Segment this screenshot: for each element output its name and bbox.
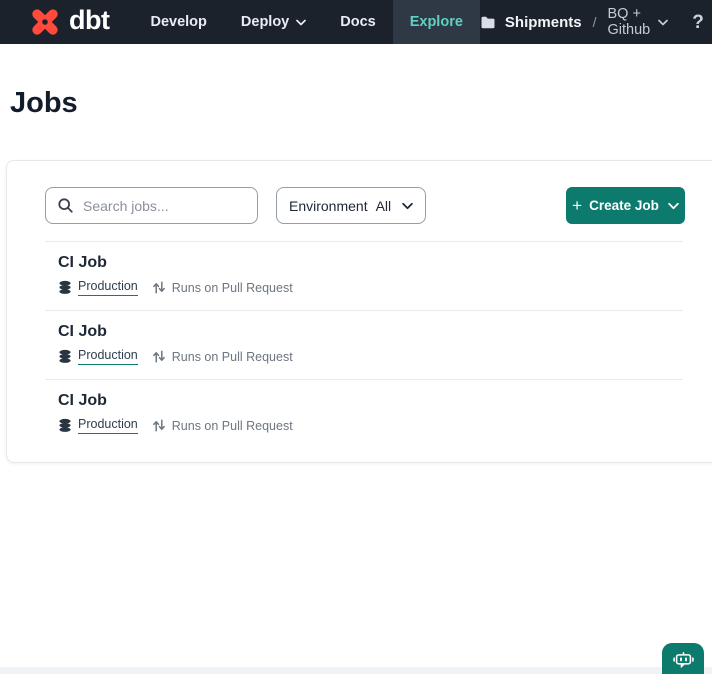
job-title: CI Job	[58, 254, 107, 271]
environment-selector-label: BQ + Github	[607, 6, 651, 38]
nav-item-label: Explore	[409, 14, 463, 30]
search-input[interactable]	[83, 197, 247, 214]
nav-item-develop[interactable]: Develop	[133, 0, 223, 44]
pull-request-icon	[152, 281, 165, 294]
nav-item-label: Develop	[150, 14, 207, 30]
robot-chat-icon	[672, 651, 694, 668]
brand-text: dbt	[69, 5, 110, 35]
environment-filter-dropdown[interactable]: Environment All	[276, 187, 426, 224]
job-trigger-text: Runs on Pull Request	[171, 418, 293, 433]
pull-request-icon	[152, 419, 165, 432]
job-title: CI Job	[58, 323, 107, 340]
job-row[interactable]: CI Job Production	[45, 379, 683, 448]
job-meta: Production Runs on Pull Request	[58, 417, 683, 434]
primary-nav: Develop Deploy Docs Explore	[133, 0, 480, 44]
chevron-down-icon	[402, 202, 413, 210]
nav-actions: ?	[668, 0, 712, 44]
nav-item-deploy[interactable]: Deploy	[224, 0, 323, 44]
environment-name: Production	[78, 348, 138, 365]
page-title: Jobs	[10, 87, 78, 119]
environment-filter-label: Environment	[289, 197, 368, 214]
job-meta: Production Runs on Pull Request	[58, 348, 683, 365]
database-icon	[59, 280, 71, 294]
environment-name: Production	[78, 417, 138, 434]
environment-filter-value: All	[375, 197, 392, 214]
create-job-button[interactable]: + Create Job	[566, 187, 685, 224]
breadcrumb-separator: /	[592, 14, 597, 30]
chevron-down-icon	[668, 202, 679, 210]
environment-link[interactable]: Production	[58, 348, 138, 365]
database-icon	[59, 418, 71, 432]
create-job-label: Create Job	[589, 198, 659, 213]
environment-selector[interactable]: BQ + Github	[607, 6, 669, 38]
environment-name: Production	[78, 279, 138, 296]
job-title: CI Job	[58, 392, 107, 409]
job-trigger: Runs on Pull Request	[152, 349, 293, 364]
assistant-button[interactable]	[662, 643, 704, 674]
job-trigger: Runs on Pull Request	[152, 280, 293, 295]
project-name[interactable]: Shipments	[504, 13, 582, 31]
environment-link[interactable]: Production	[58, 279, 138, 296]
folder-icon	[480, 15, 496, 30]
dbt-logo[interactable]: dbt	[28, 0, 110, 44]
chevron-down-icon	[296, 19, 307, 26]
project-breadcrumb: Shipments / BQ + Github	[480, 0, 669, 44]
chevron-down-icon	[658, 19, 669, 26]
job-row[interactable]: CI Job Production	[45, 310, 683, 379]
nav-item-label: Docs	[340, 14, 376, 30]
help-button[interactable]: ?	[692, 11, 704, 33]
nav-item-label: Deploy	[240, 14, 290, 30]
job-meta: Production Runs on Pull Request	[58, 279, 683, 296]
environment-link[interactable]: Production	[58, 417, 138, 434]
search-icon	[57, 197, 74, 214]
job-trigger-text: Runs on Pull Request	[171, 280, 293, 295]
bottom-panel-edge	[0, 667, 712, 674]
dbt-logo-icon	[28, 5, 62, 39]
jobs-card: Environment All + Create Job CI Job	[6, 160, 712, 463]
job-trigger: Runs on Pull Request	[152, 418, 293, 433]
top-navbar: dbt Develop Deploy Docs Explore	[0, 0, 712, 44]
database-icon	[59, 349, 71, 363]
search-box	[45, 187, 258, 224]
plus-icon: +	[572, 195, 583, 215]
job-trigger-text: Runs on Pull Request	[171, 349, 293, 364]
job-row[interactable]: CI Job Production	[45, 241, 683, 310]
nav-item-docs[interactable]: Docs	[323, 0, 392, 44]
jobs-list: CI Job Production	[7, 161, 712, 448]
pull-request-icon	[152, 350, 165, 363]
nav-item-explore[interactable]: Explore	[392, 0, 480, 44]
